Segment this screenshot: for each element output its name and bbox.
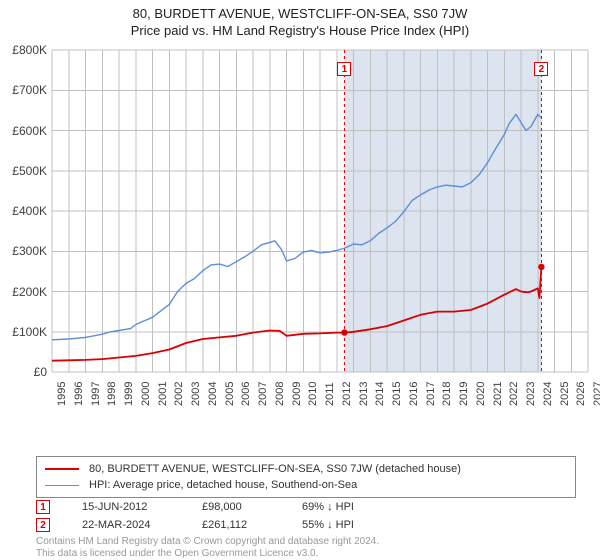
x-tick-label: 2004: [207, 382, 219, 406]
x-tick-label: 2023: [525, 382, 537, 406]
x-tick-label: 2025: [559, 382, 571, 406]
x-tick-label: 2015: [391, 382, 403, 406]
x-tick-label: 1998: [106, 382, 118, 406]
x-tick-label: 2022: [508, 382, 520, 406]
event-price: £98,000: [202, 501, 302, 513]
y-tick-label: £400K: [5, 204, 47, 218]
event-date: 22-MAR-2024: [82, 519, 202, 531]
y-tick-label: £0: [5, 365, 47, 379]
x-tick-label: 2020: [475, 382, 487, 406]
chart-area: £0 £100K £200K £300K £400K £500K £600K £700K £80…: [0, 44, 600, 422]
x-tick-label: 2019: [458, 382, 470, 406]
event-date: 15-JUN-2012: [82, 501, 202, 513]
legend-item: HPI: Average price, detached house, Sout…: [45, 477, 567, 493]
event-marker-box: 2: [534, 62, 548, 76]
y-tick-label: £800K: [5, 43, 47, 57]
legend-item: 80, BURDETT AVENUE, WESTCLIFF-ON-SEA, SS…: [45, 461, 567, 477]
event-pct: 69% ↓ HPI: [302, 501, 412, 513]
x-tick-label: 2014: [374, 382, 386, 406]
x-tick-label: 2010: [307, 382, 319, 406]
x-tick-label: 2003: [190, 382, 202, 406]
title-sub: Price paid vs. HM Land Registry's House …: [0, 23, 600, 38]
x-tick-label: 2005: [224, 382, 236, 406]
x-tick-label: 2000: [140, 382, 152, 406]
event-number-box: 1: [36, 500, 50, 514]
x-tick-label: 2002: [173, 382, 185, 406]
x-tick-label: 2011: [324, 382, 336, 406]
x-tick-label: 2013: [358, 382, 370, 406]
event-pct: 55% ↓ HPI: [302, 519, 412, 531]
legend-swatch: [45, 485, 79, 486]
x-tick-label: 2024: [542, 382, 554, 406]
x-tick-label: 1996: [73, 382, 85, 406]
x-tick-label: 2009: [291, 382, 303, 406]
x-tick-label: 2017: [425, 382, 437, 406]
event-marker-box: 1: [337, 62, 351, 76]
y-tick-label: £500K: [5, 164, 47, 178]
legend: 80, BURDETT AVENUE, WESTCLIFF-ON-SEA, SS…: [36, 456, 576, 498]
event-row: 1 15-JUN-2012£98,00069% ↓ HPI: [36, 498, 412, 516]
x-tick-label: 2008: [274, 382, 286, 406]
event-row: 2 22-MAR-2024£261,11255% ↓ HPI: [36, 516, 412, 534]
y-tick-label: £200K: [5, 285, 47, 299]
x-tick-label: 2001: [157, 382, 169, 406]
x-tick-label: 1999: [123, 382, 135, 406]
y-tick-label: £100K: [5, 325, 47, 339]
title-main: 80, BURDETT AVENUE, WESTCLIFF-ON-SEA, SS…: [0, 6, 600, 21]
x-tick-label: 2018: [441, 382, 453, 406]
legend-label: HPI: Average price, detached house, Sout…: [89, 479, 357, 491]
footer: Contains HM Land Registry data © Crown c…: [36, 536, 379, 560]
x-tick-label: 2021: [492, 382, 504, 406]
titles: 80, BURDETT AVENUE, WESTCLIFF-ON-SEA, SS…: [0, 0, 600, 38]
x-tick-label: 2026: [575, 382, 587, 406]
x-tick-label: 2006: [240, 382, 252, 406]
x-tick-label: 2007: [257, 382, 269, 406]
x-tick-label: 2016: [408, 382, 420, 406]
root: 80, BURDETT AVENUE, WESTCLIFF-ON-SEA, SS…: [0, 0, 600, 560]
footer-line-2: This data is licensed under the Open Gov…: [36, 548, 379, 560]
x-tick-label: 1997: [90, 382, 102, 406]
chart-svg: [0, 44, 600, 422]
x-tick-label: 2012: [341, 382, 353, 406]
y-tick-label: £600K: [5, 124, 47, 138]
x-tick-label: 1995: [56, 382, 68, 406]
y-tick-label: £700K: [5, 83, 47, 97]
event-number-box: 2: [36, 518, 50, 532]
legend-label: 80, BURDETT AVENUE, WESTCLIFF-ON-SEA, SS…: [89, 463, 461, 475]
event-price: £261,112: [202, 519, 302, 531]
event-table: 1 15-JUN-2012£98,00069% ↓ HPI 2 22-MAR-2024…: [36, 498, 412, 534]
legend-swatch: [45, 468, 79, 470]
footer-line-1: Contains HM Land Registry data © Crown c…: [36, 536, 379, 548]
x-tick-label: 2027: [592, 382, 600, 406]
y-tick-label: £300K: [5, 244, 47, 258]
